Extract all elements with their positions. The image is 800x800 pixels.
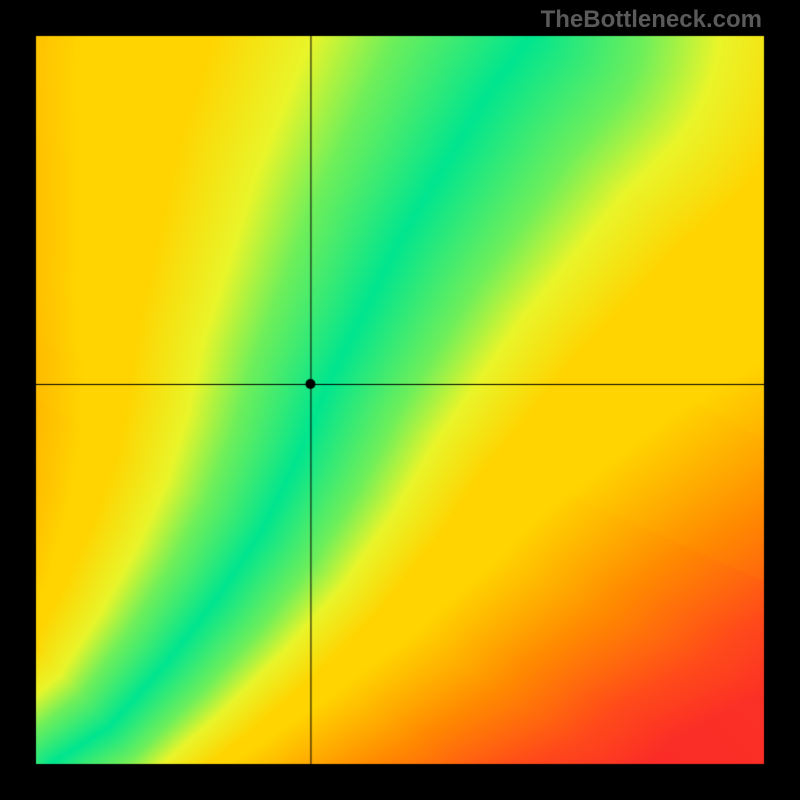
bottleneck-heatmap-canvas xyxy=(0,0,800,800)
chart-container: TheBottleneck.com xyxy=(0,0,800,800)
watermark-text: TheBottleneck.com xyxy=(541,6,762,34)
